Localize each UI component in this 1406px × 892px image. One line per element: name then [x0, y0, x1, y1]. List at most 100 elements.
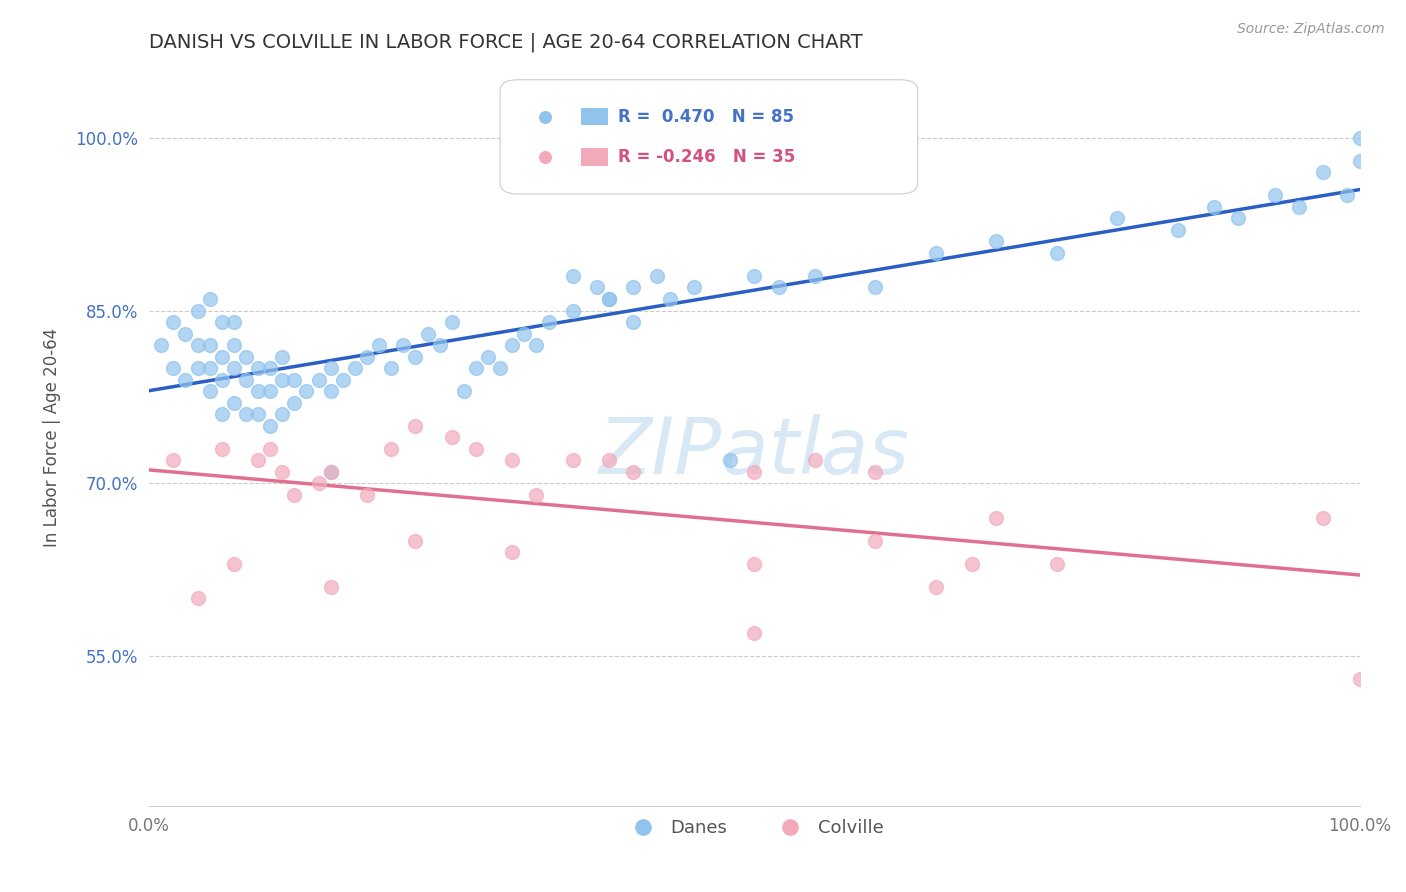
Point: [198, 292, 221, 306]
Point: [283, 488, 305, 502]
Point: [1336, 188, 1358, 202]
Point: [1167, 223, 1189, 237]
Point: [247, 453, 270, 467]
Point: [259, 418, 281, 433]
Point: [534, 205, 557, 219]
Point: [621, 315, 644, 329]
Point: [319, 384, 342, 398]
Point: [308, 476, 330, 491]
Point: [174, 373, 197, 387]
Point: [1107, 211, 1129, 226]
Point: [561, 268, 583, 283]
Legend: Danes, Colville: Danes, Colville: [619, 812, 890, 845]
Point: [198, 361, 221, 376]
Point: [404, 350, 426, 364]
Text: R =  0.470   N = 85: R = 0.470 N = 85: [617, 108, 793, 126]
Point: [198, 338, 221, 352]
Point: [526, 338, 548, 352]
Point: [534, 268, 557, 283]
Point: [804, 268, 827, 283]
Point: [865, 280, 887, 294]
Point: [598, 292, 620, 306]
Point: [598, 292, 620, 306]
Text: Source: ZipAtlas.com: Source: ZipAtlas.com: [1237, 22, 1385, 37]
Point: [477, 350, 499, 364]
Point: [1348, 672, 1371, 686]
Point: [925, 580, 948, 594]
Point: [259, 361, 281, 376]
Point: [162, 453, 184, 467]
Point: [162, 361, 184, 376]
Point: [416, 326, 439, 341]
Point: [464, 442, 486, 456]
Point: [1312, 510, 1334, 524]
Point: [283, 395, 305, 409]
Point: [271, 465, 294, 479]
Point: [1348, 153, 1371, 168]
Point: [1288, 200, 1310, 214]
Point: [501, 545, 523, 559]
Point: [198, 384, 221, 398]
Point: [440, 315, 463, 329]
Point: [211, 315, 233, 329]
Point: [332, 373, 354, 387]
Point: [271, 373, 294, 387]
Point: [368, 338, 391, 352]
Point: [464, 361, 486, 376]
Point: [271, 350, 294, 364]
Point: [440, 430, 463, 444]
Point: [319, 465, 342, 479]
Point: [742, 626, 765, 640]
Point: [586, 280, 609, 294]
Point: [453, 384, 475, 398]
Point: [319, 465, 342, 479]
FancyBboxPatch shape: [501, 79, 918, 194]
Point: [489, 361, 512, 376]
Point: [211, 373, 233, 387]
Point: [271, 407, 294, 421]
Point: [247, 384, 270, 398]
Point: [295, 384, 318, 398]
Point: [682, 280, 704, 294]
Point: [380, 361, 402, 376]
Text: ZIPatlas: ZIPatlas: [599, 414, 910, 490]
Point: [186, 338, 208, 352]
Point: [718, 453, 741, 467]
Point: [621, 465, 644, 479]
Point: [561, 303, 583, 318]
Point: [658, 292, 681, 306]
Point: [186, 591, 208, 606]
Point: [501, 338, 523, 352]
Point: [259, 442, 281, 456]
Point: [235, 407, 257, 421]
Point: [380, 442, 402, 456]
Text: R = -0.246   N = 35: R = -0.246 N = 35: [617, 148, 794, 166]
Point: [247, 361, 270, 376]
Point: [561, 453, 583, 467]
Point: [960, 557, 983, 571]
Point: [1227, 211, 1250, 226]
Point: [742, 268, 765, 283]
Point: [865, 465, 887, 479]
Point: [222, 557, 245, 571]
Point: [222, 338, 245, 352]
Point: [174, 326, 197, 341]
Point: [186, 303, 208, 318]
Point: [986, 235, 1008, 249]
Point: [308, 373, 330, 387]
Point: [186, 361, 208, 376]
Point: [247, 407, 270, 421]
Point: [211, 350, 233, 364]
Point: [865, 533, 887, 548]
Point: [925, 246, 948, 260]
Point: [356, 488, 378, 502]
Point: [162, 315, 184, 329]
Point: [1348, 130, 1371, 145]
Point: [259, 384, 281, 398]
Point: [621, 280, 644, 294]
Point: [356, 350, 378, 364]
Point: [235, 373, 257, 387]
Point: [501, 453, 523, 467]
Point: [1312, 165, 1334, 179]
Point: [647, 268, 669, 283]
